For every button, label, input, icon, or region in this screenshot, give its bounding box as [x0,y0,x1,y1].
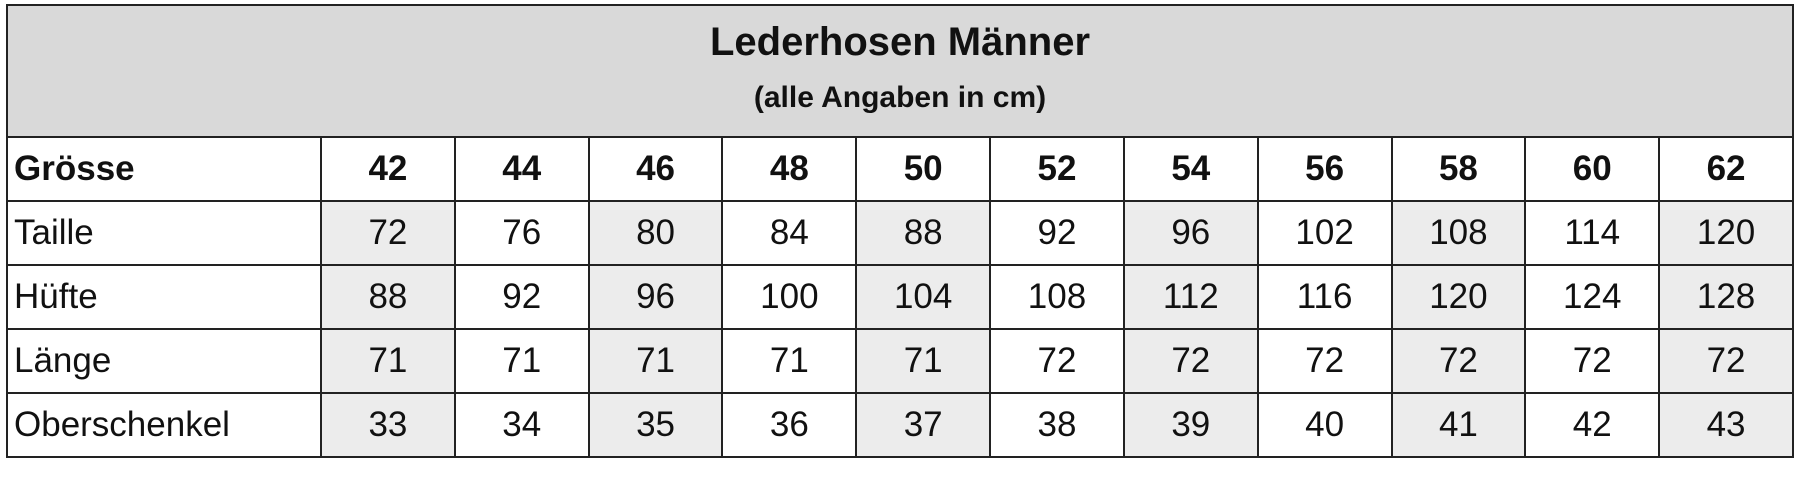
size-header: 42 [320,136,456,202]
size-header: 60 [1524,136,1661,202]
table-row: Taille 72 76 80 84 88 92 96 102 108 114 120 [6,200,1794,266]
data-cell: 128 [1658,264,1794,330]
data-cell: 72 [1122,328,1259,394]
data-cell: 71 [721,328,858,394]
data-cell: 120 [1390,264,1527,330]
size-chart: Lederhosen Männer (alle Angaben in cm) G… [6,4,1794,458]
size-header: 50 [855,136,992,202]
data-cell: 42 [1524,392,1661,458]
size-header: 46 [587,136,724,202]
title-box: Lederhosen Männer (alle Angaben in cm) [6,4,1794,136]
row-label: Taille [6,200,322,266]
data-cell: 104 [855,264,992,330]
data-cell: 38 [989,392,1125,458]
data-cell: 124 [1524,264,1661,330]
data-cell: 108 [1390,200,1527,266]
data-cell: 120 [1658,200,1794,266]
data-cell: 76 [453,200,590,266]
data-cell: 92 [989,200,1125,266]
size-table: Grösse 42 44 46 48 50 52 54 56 58 60 62 Taille 72 76 80… [6,136,1794,458]
data-cell: 34 [453,392,590,458]
data-cell: 41 [1390,392,1527,458]
row-label: Hüfte [6,264,322,330]
data-cell: 88 [320,264,456,330]
data-cell: 37 [855,392,992,458]
data-cell: 39 [1122,392,1259,458]
data-cell: 84 [721,200,858,266]
size-header: 48 [721,136,858,202]
data-cell: 43 [1658,392,1794,458]
table-row: Hüfte 88 92 96 100 104 108 112 116 120 124 128 [6,264,1794,330]
data-cell: 114 [1524,200,1661,266]
subtitle: (alle Angaben in cm) [753,81,1047,114]
data-cell: 100 [721,264,858,330]
row-label: Länge [6,328,322,394]
data-cell: 72 [1390,328,1527,394]
data-cell: 72 [1524,328,1661,394]
size-header: 62 [1658,136,1794,202]
row-label: Oberschenkel [6,392,322,458]
data-cell: 40 [1256,392,1393,458]
title: Lederhosen Männer [709,20,1091,64]
data-cell: 72 [320,200,456,266]
table-row: Grösse 42 44 46 48 50 52 54 56 58 60 62 [6,136,1794,202]
data-cell: 72 [989,328,1125,394]
data-cell: 71 [587,328,724,394]
data-cell: 36 [721,392,858,458]
data-cell: 71 [855,328,992,394]
data-cell: 35 [587,392,724,458]
table-row: Länge 71 71 71 71 71 72 72 72 72 72 72 [6,328,1794,394]
data-cell: 80 [587,200,724,266]
size-header: 54 [1122,136,1259,202]
data-cell: 96 [587,264,724,330]
size-header: 52 [989,136,1125,202]
data-cell: 112 [1122,264,1259,330]
data-cell: 102 [1256,200,1393,266]
size-header: 56 [1256,136,1393,202]
size-header: 44 [453,136,590,202]
data-cell: 71 [453,328,590,394]
data-cell: 33 [320,392,456,458]
data-cell: 71 [320,328,456,394]
data-cell: 116 [1256,264,1393,330]
data-cell: 96 [1122,200,1259,266]
data-cell: 92 [453,264,590,330]
table-row: Oberschenkel 33 34 35 36 37 38 39 40 41 42 43 [6,392,1794,458]
size-header: 58 [1390,136,1527,202]
data-cell: 108 [989,264,1125,330]
header-label: Grösse [6,136,322,202]
data-cell: 72 [1658,328,1794,394]
data-cell: 88 [855,200,992,266]
data-cell: 72 [1256,328,1393,394]
